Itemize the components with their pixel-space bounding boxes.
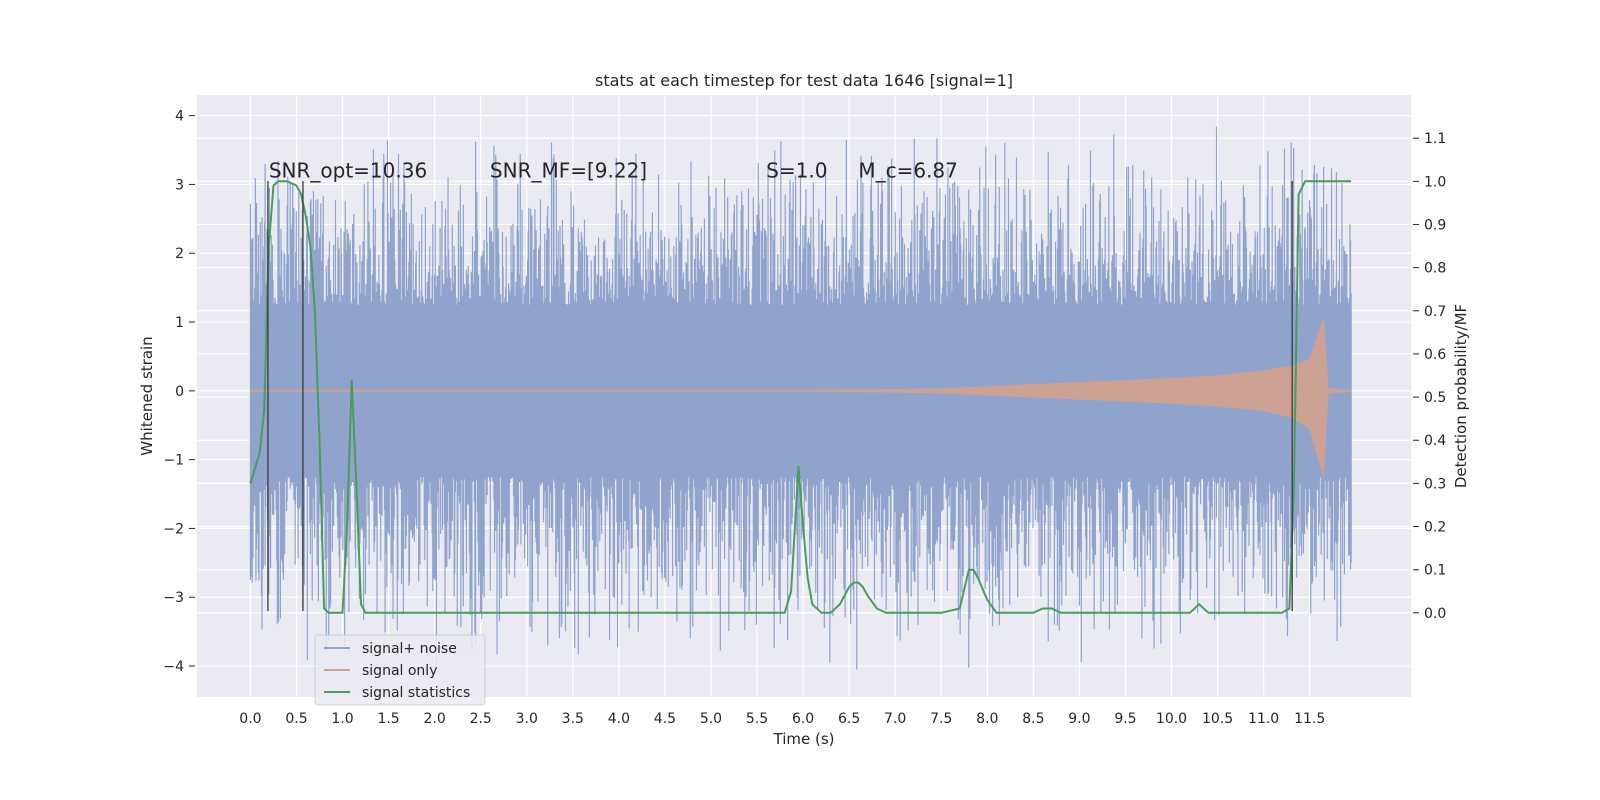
x-tick-label: 4.0	[608, 711, 630, 727]
x-tick-label: 2.5	[470, 711, 492, 727]
legend-box	[314, 634, 486, 706]
y-right-tick-label: 0.8	[1424, 261, 1446, 277]
y-tick-label: 2	[175, 246, 184, 262]
legend-item-label: signal+ noise	[362, 641, 457, 657]
series-signal-only	[249, 318, 1352, 477]
x-tick-label: 2.0	[424, 711, 446, 727]
x-tick-label: 9.0	[1068, 711, 1090, 727]
x-tick-label: 8.5	[1022, 711, 1044, 727]
x-tick-label: 6.0	[792, 711, 814, 727]
x-tick-label: 4.5	[654, 711, 676, 727]
y-right-tick-label: 0.9	[1424, 217, 1446, 233]
legend-item-label: signal only	[362, 663, 437, 679]
annotation-text: S=1.0	[766, 159, 827, 183]
x-tick-label: 3.5	[562, 711, 584, 727]
x-tick-label: 5.0	[700, 711, 722, 727]
y-right-tick-label: 0.5	[1424, 390, 1446, 406]
x-tick-label: 7.5	[930, 711, 952, 727]
x-tick-label: 11.5	[1294, 711, 1325, 727]
y-tick-label: −4	[163, 659, 184, 675]
series-signal-statistics	[249, 180, 1352, 614]
x-tick-label: 1.0	[331, 711, 353, 727]
x-tick-label: 8.0	[976, 711, 998, 727]
y-right-tick-label: 0.3	[1424, 476, 1446, 492]
x-tick-label: 11.0	[1248, 711, 1279, 727]
y-tick-label: 1	[175, 315, 184, 331]
y-right-tick-label: 0.7	[1424, 304, 1446, 320]
y-right-tick-label: 0.2	[1424, 520, 1446, 536]
x-tick-label: 9.5	[1114, 711, 1136, 727]
annotation-text: M_c=6.87	[858, 159, 958, 183]
x-tick-label: 3.0	[516, 711, 538, 727]
y-tick-label: −2	[163, 521, 184, 537]
y-tick-label: −3	[163, 590, 184, 606]
x-tick-label: 0.5	[285, 711, 307, 727]
x-axis-label: Time (s)	[773, 730, 835, 748]
chart-title: stats at each timestep for test data 164…	[595, 71, 1013, 90]
y-tick-label: −1	[163, 453, 184, 469]
annotation-text: SNR_MF=[9.22]	[490, 159, 647, 183]
annotation-text: SNR_opt=10.36	[269, 159, 427, 183]
x-tick-label: 7.0	[884, 711, 906, 727]
x-tick-label: 1.5	[377, 711, 399, 727]
x-tick-label: 5.5	[746, 711, 768, 727]
y-right-tick-label: 0.6	[1424, 347, 1446, 363]
legend: signal+ noise signal only signal statistic…	[314, 634, 486, 706]
x-tick-label: 0.0	[239, 711, 261, 727]
y-axis-label: Whitened strain	[138, 336, 156, 455]
y-right-tick-label: 1.1	[1424, 131, 1446, 147]
legend-item-label: signal statistics	[362, 685, 470, 701]
y-right-tick-label: 0.0	[1424, 606, 1446, 622]
y-right-tick-label: 0.4	[1424, 433, 1446, 449]
y-tick-label: 0	[175, 384, 184, 400]
y-right-tick-label: 0.1	[1424, 563, 1446, 579]
y-tick-label: 4	[175, 109, 184, 125]
y-tick-label: 3	[175, 177, 184, 193]
y-right-axis-label: Detection probability/MF	[1452, 304, 1470, 488]
x-tick-label: 10.0	[1156, 711, 1187, 727]
x-tick-label: 10.5	[1202, 711, 1233, 727]
y-right-tick-label: 1.0	[1424, 174, 1446, 190]
x-tick-label: 6.5	[838, 711, 860, 727]
